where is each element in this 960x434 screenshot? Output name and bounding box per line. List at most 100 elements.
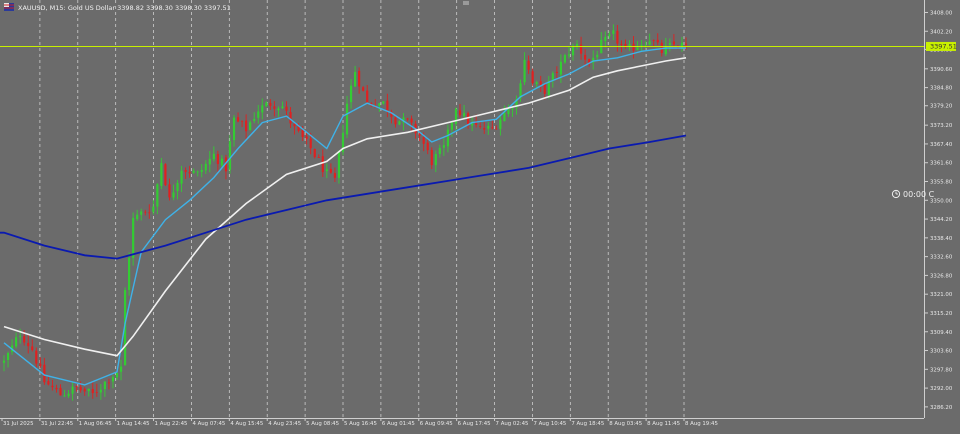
candle-bullish xyxy=(664,45,667,55)
y-tick-label: 3344.20 xyxy=(930,217,953,223)
candle-bearish xyxy=(91,389,94,394)
candle-bearish xyxy=(386,100,389,112)
y-tick-label: 3286.20 xyxy=(930,405,953,411)
x-tick-label: 4 Aug 07:45 xyxy=(192,421,225,427)
candle-bullish xyxy=(559,61,562,75)
candle-bearish xyxy=(95,392,98,393)
candle-bullish xyxy=(668,43,671,45)
candle-bearish xyxy=(616,30,619,44)
candle-bearish xyxy=(495,128,498,130)
candle-bullish xyxy=(115,372,119,378)
candle-bullish xyxy=(281,106,284,109)
bar-timer-text: 00:00 C xyxy=(903,190,935,199)
candle-bullish xyxy=(180,170,183,184)
candle-bearish xyxy=(313,148,316,158)
candle-bullish xyxy=(6,353,10,361)
candle-bearish xyxy=(555,71,558,73)
candle-bearish xyxy=(216,154,219,165)
candle-bearish xyxy=(23,336,26,343)
y-tick-label: 3379.20 xyxy=(930,104,953,110)
candle-bearish xyxy=(224,157,228,172)
x-tick-label: 31 Jul 22:45 xyxy=(41,421,73,427)
ema-long-line xyxy=(0,134,687,260)
candle-bearish xyxy=(321,156,324,173)
candle-bearish xyxy=(624,43,627,48)
y-tick-label: 3332.60 xyxy=(930,255,953,261)
candle-bearish xyxy=(584,54,587,60)
candle-bearish xyxy=(672,41,675,45)
candle-bullish xyxy=(462,113,466,117)
candle-bullish xyxy=(128,257,131,290)
x-tick-label: 4 Aug 15:45 xyxy=(230,421,263,427)
candle-bullish xyxy=(487,125,490,129)
candle-bullish xyxy=(644,44,647,46)
x-tick-label: 6 Aug 17:45 xyxy=(458,421,491,427)
candle-bullish xyxy=(19,336,22,337)
y-tick-label: 3408.00 xyxy=(930,10,953,16)
candle-bullish xyxy=(71,386,74,394)
candle-bearish xyxy=(245,120,248,132)
ema-fast-line xyxy=(3,47,686,386)
scroll-marker[interactable] xyxy=(463,1,469,5)
candle-bearish xyxy=(660,42,663,53)
candle-bullish xyxy=(176,182,179,192)
candle-bearish xyxy=(301,129,304,138)
candle-bullish xyxy=(345,103,349,135)
candle-bullish xyxy=(2,360,6,363)
candle-bullish xyxy=(612,30,615,34)
candle-bearish xyxy=(164,164,167,186)
candle-bullish xyxy=(160,163,163,186)
x-tick-label: 6 Aug 09:45 xyxy=(420,421,453,427)
candle-bullish xyxy=(454,108,458,124)
candle-bearish xyxy=(75,385,78,387)
candle-bearish xyxy=(579,44,583,54)
candle-bullish xyxy=(515,99,518,108)
candle-bullish xyxy=(140,211,143,215)
candle-bearish xyxy=(35,350,38,364)
candle-bullish xyxy=(325,169,328,172)
candle-bullish xyxy=(680,42,684,49)
candle-bullish xyxy=(341,132,345,152)
candle-bullish xyxy=(152,206,155,212)
candle-bearish xyxy=(289,111,292,124)
candle-bullish xyxy=(136,214,139,220)
x-tick-label: 1 Aug 14:45 xyxy=(117,421,150,427)
y-tick-label: 3402.20 xyxy=(930,29,953,35)
candle-bullish xyxy=(523,59,526,83)
candle-bullish xyxy=(196,171,199,173)
candle-bearish xyxy=(269,103,272,106)
candle-bullish xyxy=(192,170,195,173)
candle-bullish xyxy=(353,72,357,87)
candle-bullish xyxy=(636,47,639,50)
candle-bullish xyxy=(257,111,260,118)
candle-bearish xyxy=(236,117,240,122)
x-tick-label: 1 Aug 22:45 xyxy=(155,421,188,427)
candle-bearish xyxy=(406,118,409,120)
candle-bearish xyxy=(51,385,54,388)
candle-bearish xyxy=(43,364,46,383)
candle-bullish xyxy=(156,184,159,207)
y-tick-label: 3309.40 xyxy=(930,330,953,336)
candle-bearish xyxy=(107,382,111,384)
candle-bullish xyxy=(398,121,401,125)
candle-bearish xyxy=(39,363,42,366)
candle-bullish xyxy=(571,45,575,56)
y-tick-label: 3338.40 xyxy=(930,236,953,242)
candle-bearish xyxy=(652,40,655,42)
candle-bullish xyxy=(596,54,599,58)
candle-bearish xyxy=(527,60,530,70)
candle-bearish xyxy=(458,110,462,116)
x-tick-label: 7 Aug 10:45 xyxy=(533,421,566,427)
candle-bullish xyxy=(220,158,224,166)
candle-bearish xyxy=(479,126,482,127)
candle-bullish xyxy=(402,117,405,123)
flag-icon xyxy=(4,3,14,11)
candle-bearish xyxy=(168,184,171,198)
symbol-info-text: XAUUSD, M15: Gold US Dollar 3398.82 3398… xyxy=(18,4,231,12)
candle-bullish xyxy=(378,103,381,106)
price-axis: 3408.003402.203396.603390.603384.803379.… xyxy=(924,10,953,411)
x-tick-label: 7 Aug 02:45 xyxy=(496,421,529,427)
candle-bullish xyxy=(471,122,474,126)
